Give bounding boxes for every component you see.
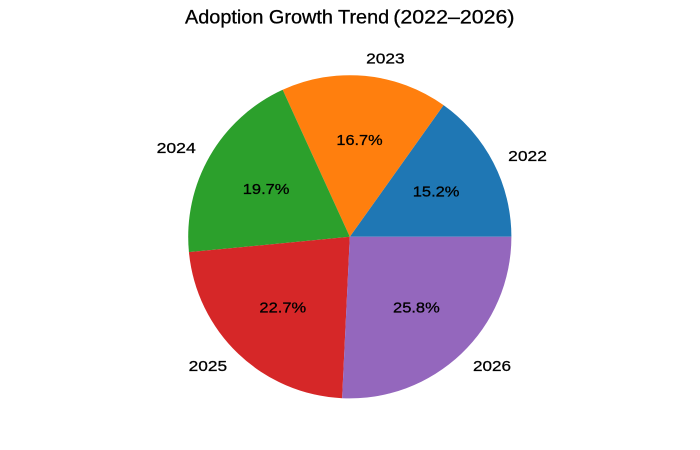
svg-text:(2022–2026): (2022–2026): [393, 6, 514, 28]
svg-text:19.7%: 19.7%: [243, 181, 290, 198]
svg-text:2026: 2026: [473, 358, 511, 375]
svg-text:2024: 2024: [157, 140, 196, 157]
svg-text:Adoption Growth Trend: Adoption Growth Trend: [185, 6, 389, 28]
svg-text:22.7%: 22.7%: [259, 300, 306, 317]
svg-text:25.8%: 25.8%: [393, 300, 440, 317]
svg-text:2023: 2023: [366, 51, 405, 68]
svg-text:16.7%: 16.7%: [336, 132, 382, 149]
svg-text:2025: 2025: [189, 358, 227, 375]
svg-text:2022: 2022: [508, 148, 547, 165]
svg-text:15.2%: 15.2%: [413, 184, 460, 201]
